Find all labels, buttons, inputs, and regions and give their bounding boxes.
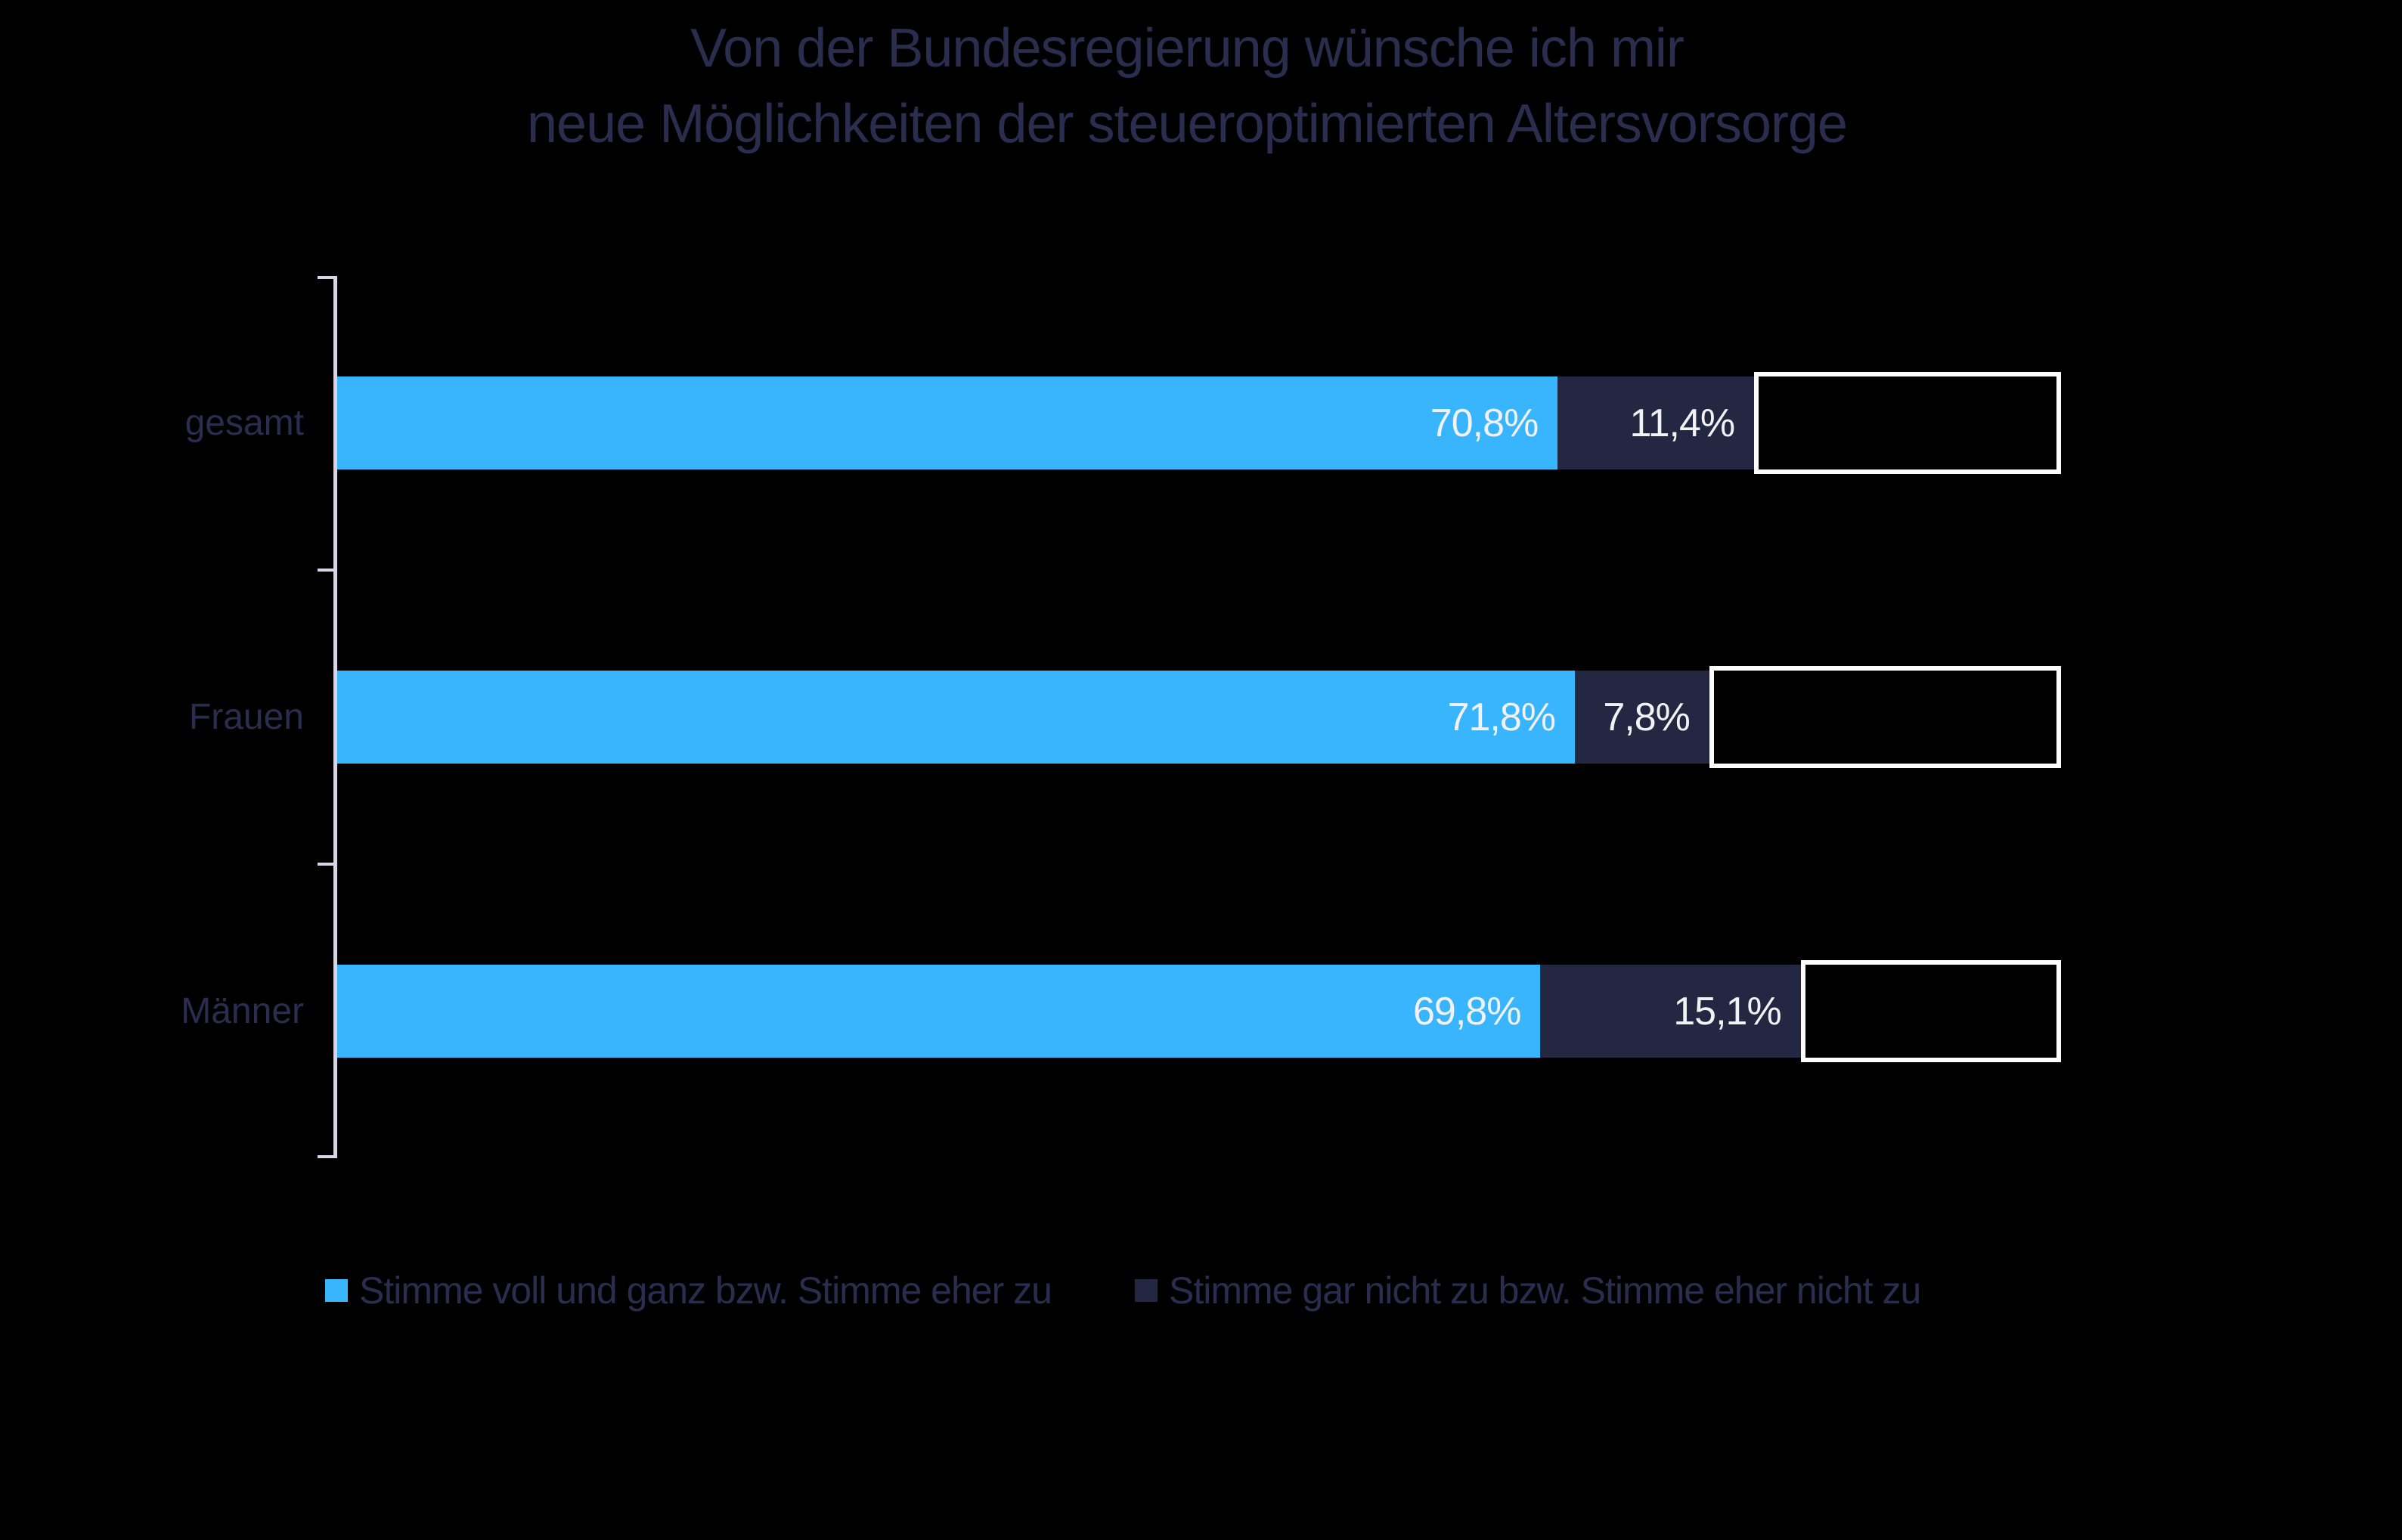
legend-swatch-agree-icon [325,1279,348,1302]
bar-segment-disagree: 7,8% [1575,671,1709,764]
bar-row-frauen: Frauen 71,8% 7,8% [0,666,2061,768]
bar-track: 69,8% 15,1% [337,960,2061,1062]
bar-segment-remainder-box [1800,960,2061,1062]
legend-label-agree: Stimme voll und ganz bzw. Stimme eher zu [359,1269,1052,1312]
value-label-disagree: 15,1% [1673,989,1781,1033]
y-axis-line [333,276,337,1158]
chart-title-line2: neue Möglichkeiten der steueroptimierten… [527,94,1848,154]
y-axis-tick [318,863,333,866]
value-label-disagree: 7,8% [1603,695,1691,739]
bar-segment-agree: 69,8% [337,965,1541,1058]
y-axis-tick [318,1155,333,1158]
legend: Stimme voll und ganz bzw. Stimme eher zu… [325,1269,1921,1312]
value-label-agree: 71,8% [1447,695,1556,739]
bar-segment-disagree: 15,1% [1540,965,1801,1058]
legend-swatch-disagree-icon [1134,1279,1158,1302]
legend-item-agree: Stimme voll und ganz bzw. Stimme eher zu [325,1269,1052,1312]
bar-row-maenner: Männer 69,8% 15,1% [0,960,2061,1062]
value-label-agree: 70,8% [1430,401,1539,445]
bar-row-gesamt: gesamt 70,8% 11,4% [0,372,2061,474]
legend-label-disagree: Stimme gar nicht zu bzw. Stimme eher nic… [1168,1269,1921,1312]
bar-segment-agree: 70,8% [337,376,1558,469]
value-label-disagree: 11,4% [1629,401,1736,445]
category-label-maenner: Männer [181,991,304,1031]
plot-area: gesamt 70,8% 11,4% Frauen 71,8% 7,8% [0,276,2066,1158]
value-label-agree: 69,8% [1412,989,1521,1033]
category-label-frauen: Frauen [188,697,304,737]
y-axis-tick [318,569,333,572]
chart-title: Von der Bundesregierung wünsche ich mir … [0,11,2374,162]
chart-title-line1: Von der Bundesregierung wünsche ich mir [690,18,1684,79]
legend-item-disagree: Stimme gar nicht zu bzw. Stimme eher nic… [1134,1269,1921,1312]
bar-segment-remainder-box [1709,666,2061,768]
bar-track: 71,8% 7,8% [337,666,2061,768]
bar-segment-remainder-box [1754,372,2061,474]
category-label-gesamt: gesamt [184,403,304,443]
bar-track: 70,8% 11,4% [337,372,2061,474]
bar-segment-disagree: 11,4% [1557,376,1755,469]
bar-segment-agree: 71,8% [337,671,1576,764]
y-axis-tick [318,276,333,279]
